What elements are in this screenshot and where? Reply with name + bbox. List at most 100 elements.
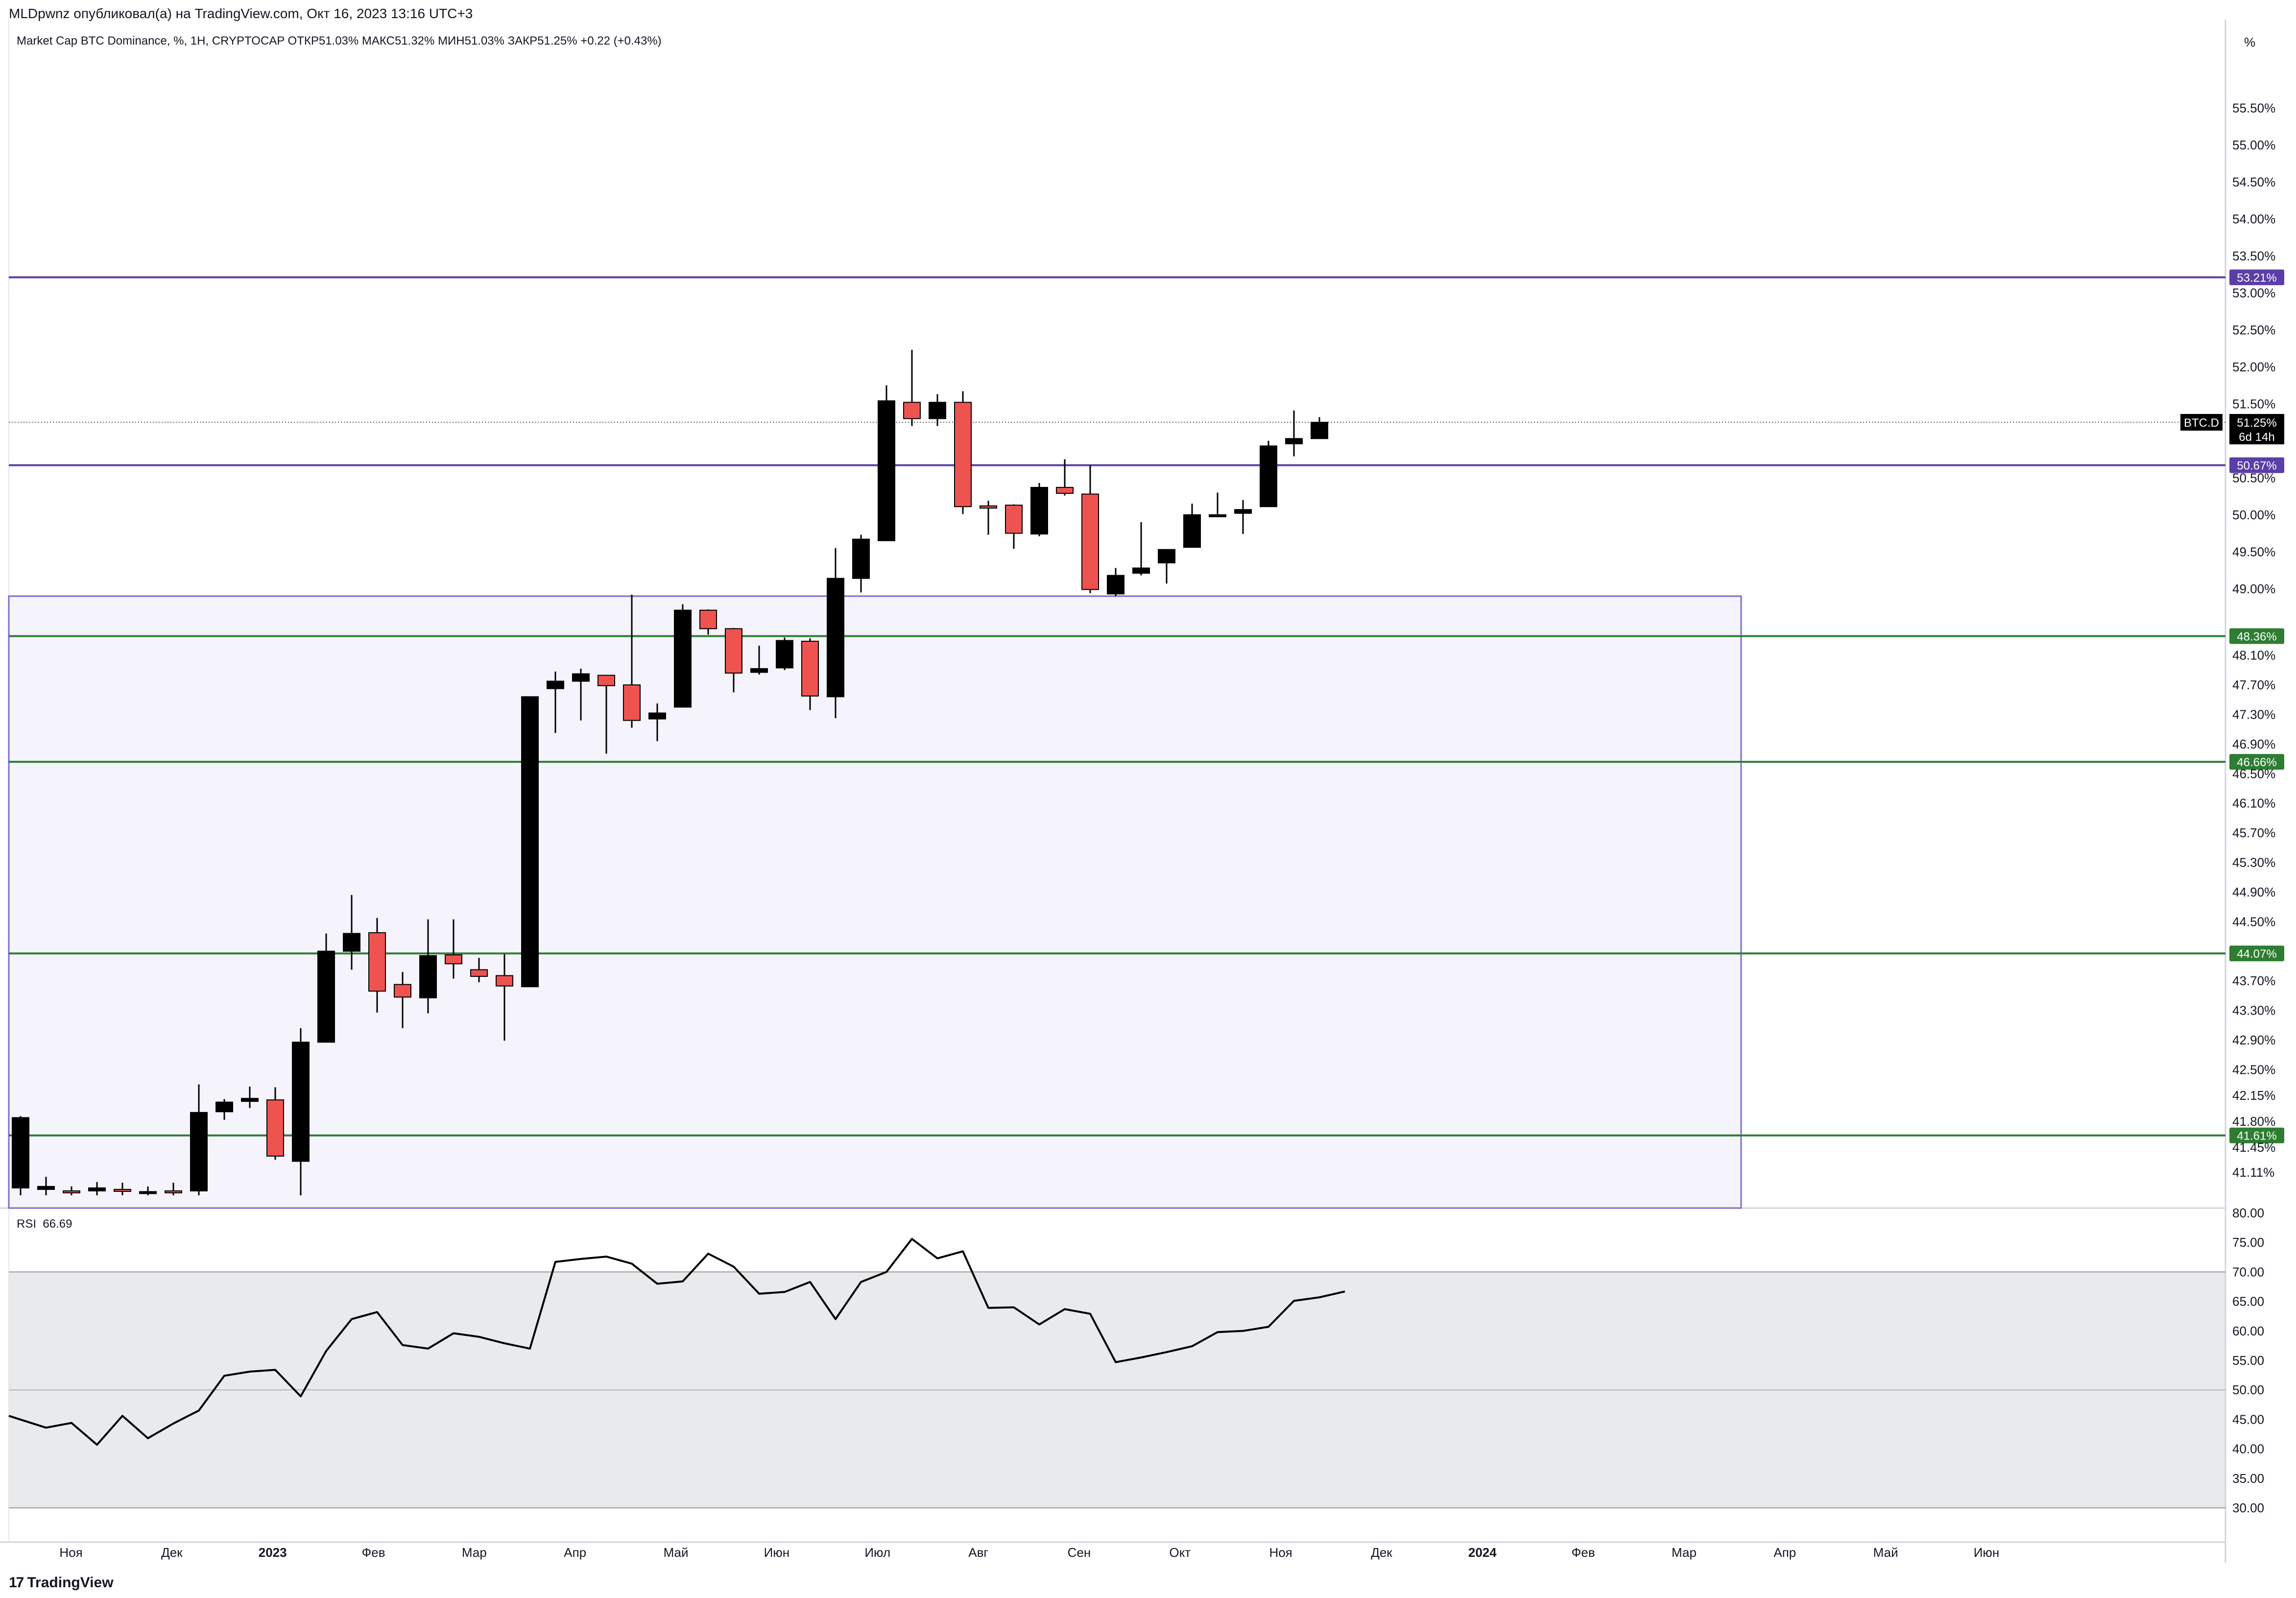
price-tick: 41.45% [2232,1140,2275,1155]
price-tick: 45.30% [2232,855,2275,870]
price-tick: 44.90% [2232,885,2275,899]
level-label: 44.07% [2237,947,2276,961]
rsi-tick: 60.00 [2232,1324,2264,1338]
candle-bull [37,1186,55,1190]
price-tick: 43.70% [2232,973,2275,988]
candle-bull [241,1098,259,1102]
time-tick: Июн [1974,1545,2000,1560]
candle-bull [1132,567,1150,574]
candle-bear [801,641,819,697]
candle-bull [1158,549,1175,563]
time-tick: 2024 [1468,1545,1497,1560]
price-tick: 46.50% [2232,766,2275,781]
candle-bull [1311,422,1328,439]
rsi-tick: 30.00 [2232,1501,2264,1515]
price-tick: 46.90% [2232,737,2275,751]
candle-bull [343,933,360,952]
rsi-tick: 40.00 [2232,1442,2264,1456]
time-tick: Мар [1672,1545,1697,1560]
time-tick: Сен [1068,1545,1091,1560]
price-tick: 44.50% [2232,914,2275,929]
candle-bear [1056,486,1074,494]
candle-bear [903,402,921,419]
candle-bear [266,1099,284,1157]
price-tick: 50.50% [2232,470,2275,485]
candle-bear [394,984,411,998]
price-tick: 48.10% [2232,648,2275,663]
candle-bear [470,969,488,977]
candle-bull [88,1187,106,1191]
candle-bull [190,1112,208,1191]
level-label-bg [2229,457,2284,473]
candle-bull [1260,445,1277,508]
candle-bull [827,578,844,698]
level-label-bg [2229,1127,2284,1143]
candle-bear [368,932,386,992]
rsi-legend[interactable]: RSI 66.69 [17,1217,72,1231]
candle-bull [1183,514,1201,548]
symbol-legend[interactable]: Market Cap BTC Dominance, %, 1H, CRYPTOC… [17,34,662,48]
candle-bear [1081,493,1099,590]
time-tick: Апр [1773,1545,1796,1560]
rsi-tick: 50.00 [2232,1382,2264,1397]
level-label-bg [2229,269,2284,286]
candle-bull [878,400,895,541]
time-tick: Июн [764,1545,790,1560]
price-tick: 52.50% [2232,322,2275,337]
rsi-tick: 70.00 [2232,1264,2264,1279]
price-tick: 42.50% [2232,1062,2275,1077]
candle-bull [1209,514,1226,517]
candle-bull [776,640,793,669]
rsi-tick: 75.00 [2232,1235,2264,1250]
symbol-tag-bg [2180,414,2223,431]
candle-bear [63,1190,80,1193]
time-tick: Май [664,1545,689,1560]
time-tick: Ноя [59,1545,82,1560]
price-tick: 41.80% [2232,1114,2275,1129]
level-label: 53.21% [2237,271,2276,285]
tradingview-logo-text: TradingView [27,1574,114,1591]
candle-bull [292,1041,310,1162]
symbol-tag: BTC.D [2184,416,2219,430]
candle-bear [496,975,513,987]
candle-bull [419,955,437,998]
publisher-line: MLDpwnz опубликовал(а) на TradingView.co… [9,6,473,21]
price-tick: 46.10% [2232,796,2275,811]
price-tick: 54.00% [2232,212,2275,226]
level-label: 50.67% [2237,460,2276,473]
time-tick: Дек [1371,1545,1392,1560]
price-tick: 47.30% [2232,707,2275,722]
candle-bear [1005,505,1023,534]
time-tick: Ноя [1269,1545,1292,1560]
bar-countdown: 6d 14h [2239,431,2274,444]
rsi-line [8,1238,1345,1446]
rsi-tick: 65.00 [2232,1294,2264,1309]
current-price-bg [2229,414,2284,445]
time-tick: Апр [564,1545,586,1560]
candle-bull [215,1101,233,1113]
price-scale-unit: % [2244,35,2255,49]
time-tick: Мар [462,1545,487,1560]
candle-bull [1030,486,1048,535]
candle-bull [12,1117,29,1188]
current-price-value: 51.25% [2237,416,2276,430]
candle-bear [114,1188,131,1192]
tradingview-logo[interactable]: 17 TradingView [9,1574,114,1591]
price-tick: 49.50% [2232,544,2275,559]
candle-bear [598,675,615,686]
rsi-value: 66.69 [43,1217,72,1231]
price-tick: 42.15% [2232,1088,2275,1103]
candle-bull [852,538,870,579]
candle-bear [980,505,997,509]
candle-bull [317,950,335,1043]
tradingview-logo-icon: 17 [9,1574,24,1591]
price-tick: 49.00% [2232,581,2275,596]
price-tick: 50.00% [2232,508,2275,522]
candle-bull [750,668,768,673]
time-tick: Фев [1572,1545,1595,1560]
time-tick: Окт [1169,1545,1191,1560]
time-tick: Июл [864,1545,890,1560]
candle-bull [139,1191,157,1194]
rsi-tick: 35.00 [2232,1471,2264,1486]
